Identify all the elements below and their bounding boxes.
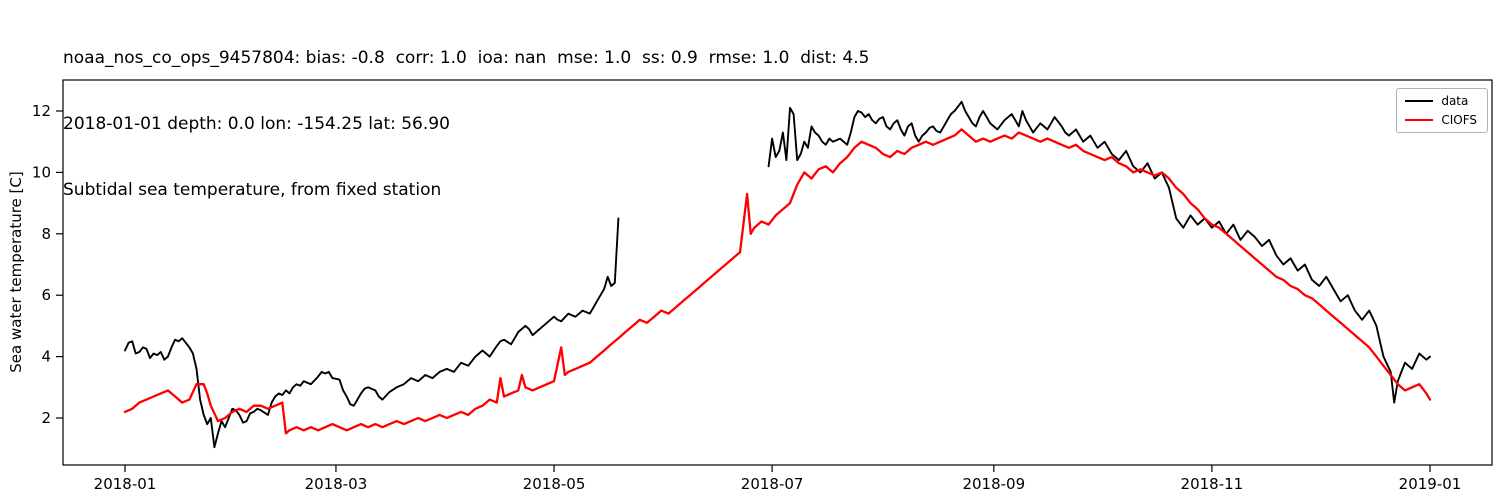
svg-text:2: 2 (41, 409, 51, 427)
svg-text:2018-09: 2018-09 (962, 475, 1025, 493)
svg-text:2018-11: 2018-11 (1181, 475, 1244, 493)
svg-text:10: 10 (32, 163, 51, 181)
svg-text:2019-01: 2019-01 (1399, 475, 1462, 493)
legend-label-data: data (1441, 94, 1469, 108)
legend-item-ciofs: CIOFS (1405, 114, 1477, 126)
title-line-stats: noaa_nos_co_ops_9457804: bias: -0.8 corr… (63, 48, 870, 68)
ciofs-line-sample (1405, 119, 1434, 121)
svg-text:12: 12 (32, 102, 51, 120)
legend: data CIOFS (1396, 88, 1488, 133)
svg-text:6: 6 (41, 286, 51, 304)
data-line-sample (1405, 100, 1434, 102)
svg-text:2018-01: 2018-01 (94, 475, 157, 493)
title-line-location: 2018-01-01 depth: 0.0 lon: -154.25 lat: … (63, 114, 450, 134)
svg-text:8: 8 (41, 225, 51, 243)
svg-text:2018-07: 2018-07 (741, 475, 804, 493)
legend-label-ciofs: CIOFS (1441, 113, 1477, 127)
svg-text:2018-05: 2018-05 (523, 475, 586, 493)
chart-title-block: noaa_nos_co_ops_9457804: bias: -0.8 corr… (63, 3, 869, 245)
svg-text:2018-03: 2018-03 (305, 475, 368, 493)
svg-text:4: 4 (41, 348, 51, 366)
title-line-description: Subtidal sea temperature, from fixed sta… (63, 180, 442, 200)
legend-item-data: data (1405, 95, 1477, 107)
